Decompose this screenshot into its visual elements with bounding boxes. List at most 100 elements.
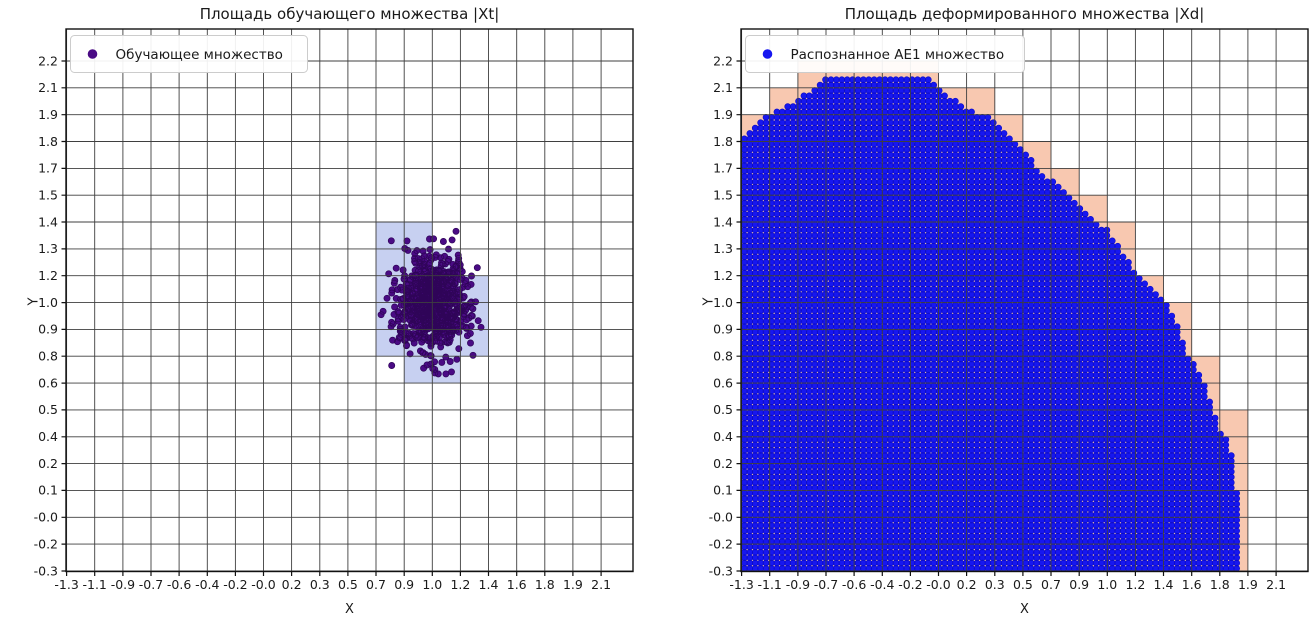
left-plot-svg: -1.3 -1.1 -0.9 -0.7 -0.6 -0.4 -0.2 -0.0 0.2 0.3 0.…	[34, 28, 634, 592]
x-tick-label: 1.9	[1238, 577, 1258, 592]
x-tick-label: -0.7	[139, 577, 163, 592]
x-tick-label: -0.2	[223, 577, 247, 592]
y-tick-label: 1.8	[38, 134, 58, 149]
left-y-axis-label: Y	[26, 297, 42, 306]
x-tick-label: -0.0	[251, 577, 275, 592]
x-tick-label: 1.6	[1182, 577, 1202, 592]
y-tick-label: 1.0	[713, 295, 733, 310]
y-tick-label: 0.1	[713, 483, 733, 498]
y-tick-label: -0.3	[34, 563, 58, 578]
x-tick-label: 1.9	[563, 577, 583, 592]
y-tick-label: 2.1	[38, 80, 58, 95]
y-tick-label: 1.9	[713, 107, 733, 122]
x-tick-label: 0.9	[394, 577, 414, 592]
y-tick-label: 0.2	[38, 456, 58, 471]
y-tick-label: 0.5	[38, 402, 58, 417]
x-tick-label: 0.2	[957, 577, 977, 592]
y-tick-label: 2.2	[38, 53, 58, 68]
right-x-axis-label: X	[1020, 602, 1029, 617]
tick-marks	[61, 60, 602, 576]
axes-spines	[65, 28, 634, 573]
y-tick-label: 0.4	[713, 429, 733, 444]
y-tick-label: 0.8	[713, 349, 733, 364]
x-tick-label: 1.8	[1210, 577, 1230, 592]
right-plot-title: Площадь деформированного множества |Xd|	[844, 5, 1205, 23]
recognized-dot-grid	[741, 76, 1241, 572]
y-tick-label: 0.1	[38, 483, 58, 498]
y-tick-label: -0.0	[34, 510, 58, 525]
y-tick-label: 1.3	[38, 241, 58, 256]
y-tick-label: 1.2	[38, 268, 58, 283]
y-tick-label: 0.8	[38, 349, 58, 364]
x-tick-label: -0.9	[111, 577, 135, 592]
x-tick-label: 0.2	[282, 577, 302, 592]
legend-box	[745, 35, 1025, 73]
x-tick-label: 1.0	[1097, 577, 1117, 592]
x-tick-label: -0.7	[814, 577, 838, 592]
y-tick-label: 1.5	[38, 188, 58, 203]
y-tick-label: 2.2	[713, 53, 733, 68]
right-y-axis-label: Y	[701, 297, 717, 306]
x-tick-label: 0.9	[1069, 577, 1089, 592]
x-tick-label: -1.3	[54, 577, 78, 592]
y-tick-label: -0.2	[34, 536, 58, 551]
left-x-axis-label: X	[345, 602, 354, 617]
x-tick-label: -1.1	[758, 577, 782, 592]
y-tick-label: 1.8	[713, 134, 733, 149]
x-tick-label: -0.6	[167, 577, 191, 592]
y-tick-label: 1.5	[713, 188, 733, 203]
y-tick-label: -0.3	[709, 563, 733, 578]
x-tick-label: 2.1	[1266, 577, 1286, 592]
x-tick-label: -0.4	[195, 577, 219, 592]
x-tick-label: 1.2	[1125, 577, 1145, 592]
y-tick-label: 0.4	[38, 429, 58, 444]
y-tick-label: 0.2	[713, 456, 733, 471]
x-tick-label: 1.0	[422, 577, 442, 592]
y-tick-label: 1.7	[713, 161, 733, 176]
y-tick-label: 1.9	[38, 107, 58, 122]
x-tick-label: 0.5	[1013, 577, 1033, 592]
y-tick-label: 0.5	[713, 402, 733, 417]
y-tick-label: 1.4	[38, 214, 58, 229]
x-tick-label: 1.4	[479, 577, 499, 592]
y-tick-label: 1.2	[713, 268, 733, 283]
x-tick-label: 0.7	[366, 577, 386, 592]
x-tick-label: 1.8	[535, 577, 555, 592]
legend: Обучающее множество	[70, 35, 308, 73]
x-tick-label: 0.7	[1041, 577, 1061, 592]
x-tick-label: 2.1	[591, 577, 611, 592]
y-tick-label: 1.4	[713, 214, 733, 229]
x-tick-label: 1.4	[1154, 577, 1174, 592]
x-tick-label: 1.2	[450, 577, 470, 592]
tick-marks	[736, 60, 1277, 576]
x-tick-label: -0.9	[786, 577, 810, 592]
y-tick-label: 1.0	[38, 295, 58, 310]
x-tick-label: -1.3	[729, 577, 753, 592]
y-tick-label: -0.0	[709, 510, 733, 525]
left-plot-title: Площадь обучающего множества |Xt|	[199, 5, 500, 23]
y-tick-label: -0.2	[709, 536, 733, 551]
x-tick-label: -0.0	[926, 577, 950, 592]
legend-box	[70, 35, 308, 73]
x-tick-label: -0.6	[842, 577, 866, 592]
legend-label: Распознанное АЕ1 множество	[791, 47, 1005, 63]
y-tick-label: 1.7	[38, 161, 58, 176]
legend-marker-icon	[87, 49, 98, 59]
x-tick-label: 0.3	[310, 577, 330, 592]
x-tick-label: 0.5	[338, 577, 358, 592]
y-tick-label: 2.1	[713, 80, 733, 95]
y-tick-label: 0.9	[713, 322, 733, 337]
y-tick-label: 0.6	[713, 375, 733, 390]
legend: Распознанное АЕ1 множество	[745, 35, 1025, 73]
legend-marker-icon	[762, 49, 773, 59]
y-tick-label: 1.3	[713, 241, 733, 256]
y-tick-label: 0.6	[38, 375, 58, 390]
right-plot-svg: -1.3 -1.1 -0.9 -0.7 -0.6 -0.4 -0.2 -0.0 0.2 0.3 0.…	[709, 28, 1309, 592]
y-tick-label: 0.9	[38, 322, 58, 337]
legend-label: Обучающее множество	[116, 47, 283, 63]
x-tick-label: 0.3	[985, 577, 1005, 592]
plot-area-background	[66, 29, 633, 572]
x-tick-label: -0.2	[898, 577, 922, 592]
axes-spines	[740, 28, 1309, 573]
